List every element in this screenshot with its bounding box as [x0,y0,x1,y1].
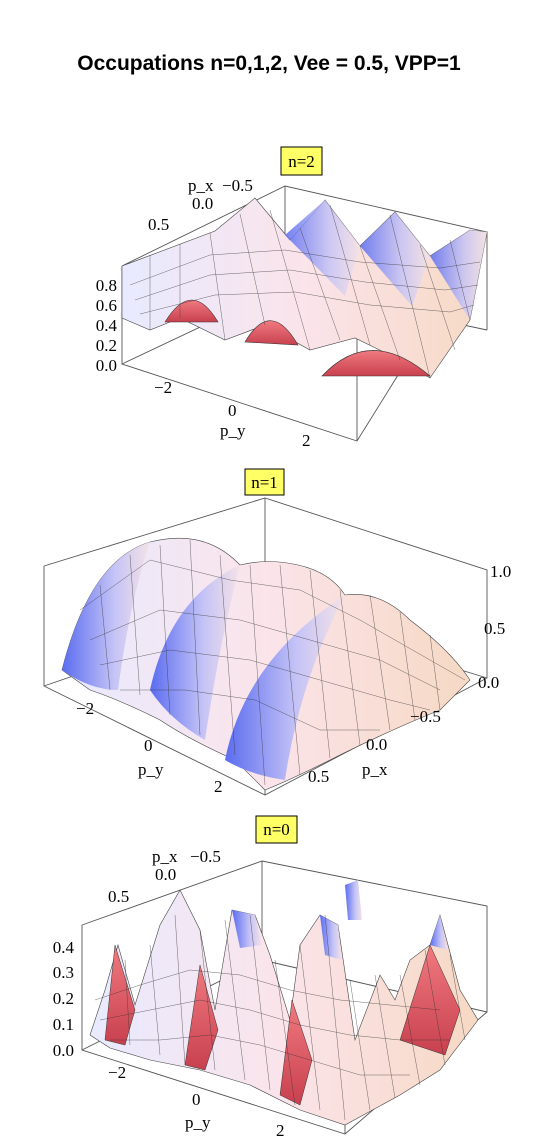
panel-n2: n=2 [96,146,488,450]
panel-n1-xtick-2: 0.5 [308,767,329,786]
panel-n1-ytick-0: −2 [76,699,94,718]
panel-n1-ztick-0: 0.0 [478,673,499,692]
panel-n0-title: n=0 [263,820,290,839]
panel-n1-surface [61,537,471,791]
panel-n0-ztick-0: 0.0 [53,1041,74,1060]
panel-n1-ztick-2: 1.0 [490,562,511,581]
panel-n0-ytick-2: 2 [276,1121,285,1140]
panel-n2-xlabel: p_x [188,176,214,195]
panel-n2-ztick-2: 0.4 [96,316,118,335]
panel-n0-title-box [255,815,298,844]
panel-n1-ztick-1: 0.5 [484,619,505,638]
panel-n0-xtick-0: −0.5 [190,847,221,866]
panel-n2-title-box [280,146,323,176]
panel-n0-surface [89,880,479,1126]
panel-n2-ylabel: p_y [220,421,246,440]
panel-n0-ztick-4: 0.4 [53,938,75,957]
panel-n2-ztick-0: 0.0 [96,356,117,375]
panel-n0-ztick-2: 0.2 [53,989,74,1008]
panel-n2-title: n=2 [288,152,315,171]
panel-n1-ylabel: p_y [138,760,164,779]
panel-n0-ytick-1: 0 [192,1090,201,1109]
panel-n2-ztick-1: 0.2 [96,336,117,355]
panel-n1-xtick-1: 0.0 [366,735,387,754]
panel-n2-xtick-1: 0.0 [192,194,213,213]
panel-n1-ytick-2: 2 [214,777,223,796]
panel-n1-title: n=1 [251,473,278,492]
panel-n2-ytick-0: −2 [154,378,172,397]
panel-n1-xtick-0: −0.5 [410,707,441,726]
panel-n2-surface [121,197,488,379]
panel-n0-ztick-3: 0.3 [53,963,74,982]
panel-n1-ytick-1: 0 [144,736,153,755]
panel-n0-ylabel: p_y [185,1113,211,1132]
panel-n0-xtick-1: 0.0 [155,865,176,884]
panel-n2-ytick-1: 0 [228,401,237,420]
panel-n1-title-box [244,468,285,496]
panel-n0: n=0 [53,815,488,1140]
panel-n2-xtick-2: 0.5 [148,215,169,234]
figure-title: Occupations n=0,1,2, Vee = 0.5, VPP=1 [77,52,461,75]
panel-n0-ztick-1: 0.1 [53,1015,74,1034]
panel-n0-xlabel: p_x [152,847,178,866]
panel-n2-ztick-3: 0.6 [96,296,117,315]
panel-n0-ytick-0: −2 [108,1063,126,1082]
panel-n1: n=1 1. [43,468,511,796]
panel-n2-xtick-0: −0.5 [222,176,253,195]
panel-n1-xlabel: p_x [362,760,388,779]
panel-n2-ztick-4: 0.8 [96,276,117,295]
panel-n2-ytick-2: 2 [302,431,311,450]
panel-n0-xtick-2: 0.5 [108,887,129,906]
